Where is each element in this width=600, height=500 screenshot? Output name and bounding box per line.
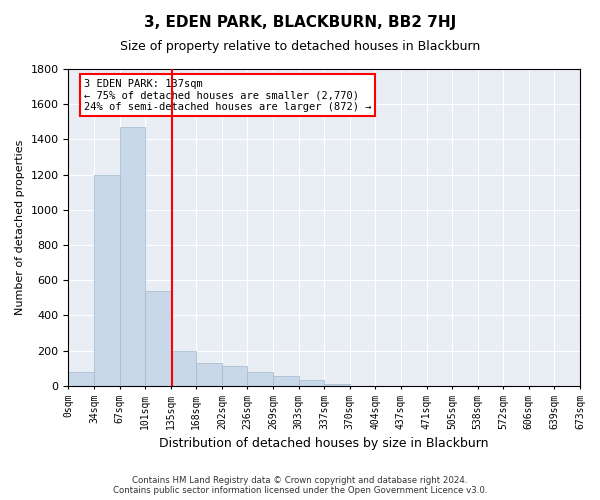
Text: Size of property relative to detached houses in Blackburn: Size of property relative to detached ho…	[120, 40, 480, 53]
Text: Contains HM Land Registry data © Crown copyright and database right 2024.
Contai: Contains HM Land Registry data © Crown c…	[113, 476, 487, 495]
Bar	[171, 350, 196, 386]
Bar	[324, 384, 350, 386]
Bar	[273, 376, 299, 386]
Bar	[94, 174, 119, 386]
Bar	[68, 372, 94, 386]
Text: 3 EDEN PARK: 137sqm
← 75% of detached houses are smaller (2,770)
24% of semi-det: 3 EDEN PARK: 137sqm ← 75% of detached ho…	[84, 78, 371, 112]
Text: 3, EDEN PARK, BLACKBURN, BB2 7HJ: 3, EDEN PARK, BLACKBURN, BB2 7HJ	[144, 15, 456, 30]
Bar	[196, 363, 222, 386]
Bar	[247, 372, 273, 386]
Bar	[145, 290, 171, 386]
Bar	[119, 127, 145, 386]
Y-axis label: Number of detached properties: Number of detached properties	[15, 140, 25, 315]
Bar	[222, 366, 247, 386]
X-axis label: Distribution of detached houses by size in Blackburn: Distribution of detached houses by size …	[160, 437, 489, 450]
Bar	[299, 380, 324, 386]
